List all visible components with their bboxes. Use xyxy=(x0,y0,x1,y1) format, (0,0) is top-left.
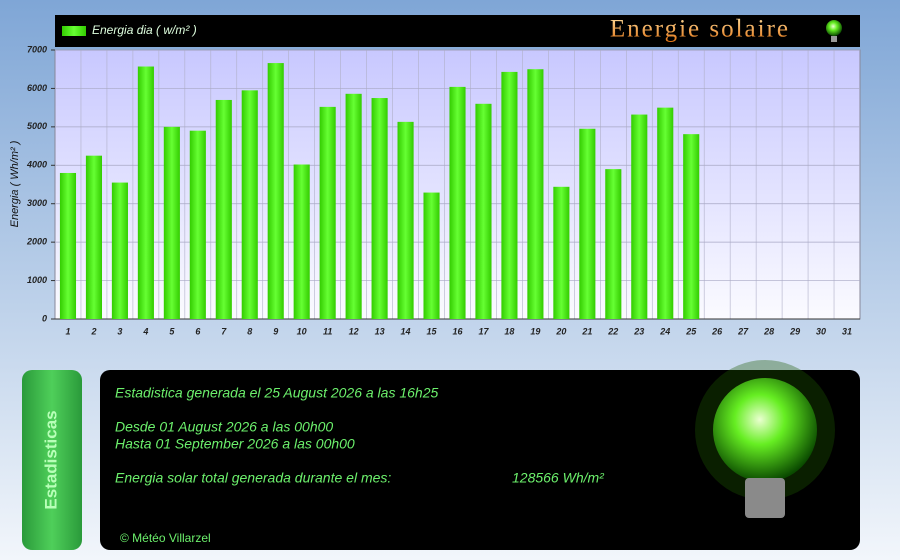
legend-label: Energia dia ( w/m² ) xyxy=(92,23,197,37)
bar xyxy=(423,192,440,319)
bar xyxy=(605,169,622,319)
x-tick-label: 14 xyxy=(401,326,411,336)
y-tick-label: 5000 xyxy=(27,121,47,131)
y-tick-label: 7000 xyxy=(27,44,47,54)
x-tick-label: 11 xyxy=(323,326,332,336)
x-tick-label: 19 xyxy=(530,326,540,336)
x-tick-label: 22 xyxy=(607,326,618,336)
bar xyxy=(241,90,258,319)
bar xyxy=(449,86,466,320)
x-tick-label: 31 xyxy=(842,326,852,336)
x-tick-label: 10 xyxy=(297,326,307,336)
bulb-base xyxy=(745,478,785,518)
bar xyxy=(85,155,103,319)
bar xyxy=(631,114,648,319)
y-axis-label: Energia ( Wh/m² ) xyxy=(9,140,21,227)
x-tick-label: 6 xyxy=(195,326,201,336)
bar xyxy=(371,98,388,320)
bar xyxy=(137,66,154,319)
x-tick-label: 27 xyxy=(737,326,749,336)
x-tick-label: 25 xyxy=(685,326,697,336)
x-tick-label: 21 xyxy=(581,326,592,336)
x-tick-label: 24 xyxy=(659,326,670,336)
x-tick-label: 16 xyxy=(452,326,463,336)
x-tick-label: 20 xyxy=(555,326,566,336)
stats-total-label: Energia solar total generada durante el … xyxy=(115,470,391,486)
bar xyxy=(683,134,700,319)
bar xyxy=(475,103,492,319)
bar xyxy=(319,106,336,319)
y-tick-label: 2000 xyxy=(26,237,47,247)
stats-tab[interactable] xyxy=(22,370,82,550)
x-tick-label: 4 xyxy=(142,326,148,336)
stats-generated: Estadistica generada el 25 August 2026 a… xyxy=(115,385,438,401)
bar xyxy=(59,172,77,319)
x-tick-label: 29 xyxy=(789,326,800,336)
x-tick-label: 5 xyxy=(169,326,175,336)
bulb xyxy=(713,378,817,482)
bar xyxy=(501,71,518,319)
bar xyxy=(267,63,284,319)
x-tick-label: 2 xyxy=(90,326,96,336)
x-tick-label: 17 xyxy=(478,326,489,336)
footer: © Météo Villarzel xyxy=(120,531,211,545)
x-tick-label: 3 xyxy=(117,326,122,336)
bar xyxy=(293,164,310,319)
title-icon xyxy=(826,20,842,36)
x-tick-label: 30 xyxy=(816,326,826,336)
bar xyxy=(579,128,596,319)
y-tick-label: 1000 xyxy=(27,275,47,285)
stats-tab-label: Estadisticas xyxy=(41,410,60,509)
y-tick-label: 4000 xyxy=(26,160,47,170)
y-tick-label: 0 xyxy=(42,313,47,323)
x-tick-label: 28 xyxy=(763,326,774,336)
x-tick-label: 13 xyxy=(375,326,385,336)
bar xyxy=(397,121,414,320)
x-tick-label: 8 xyxy=(247,326,252,336)
stats-total-value: 128566 Wh/m² xyxy=(512,470,605,486)
title-icon-base xyxy=(831,36,837,42)
x-tick-label: 15 xyxy=(427,326,438,336)
x-tick-label: 1 xyxy=(65,326,70,336)
chart-title: Energie solaire xyxy=(610,16,790,43)
x-tick-label: 23 xyxy=(633,326,644,336)
legend-swatch xyxy=(62,26,86,36)
bar xyxy=(189,130,206,319)
bar xyxy=(215,99,232,319)
stats-panel xyxy=(100,370,860,550)
x-tick-label: 18 xyxy=(504,326,514,336)
y-tick-label: 6000 xyxy=(27,83,47,93)
stats-to: Hasta 01 September 2026 a las 00h00 xyxy=(115,436,355,452)
x-tick-label: 9 xyxy=(273,326,278,336)
bar xyxy=(553,186,570,319)
bar xyxy=(111,182,128,319)
bar xyxy=(657,107,674,320)
bar xyxy=(163,126,180,319)
x-tick-label: 12 xyxy=(349,326,359,336)
stats-from: Desde 01 August 2026 a las 00h00 xyxy=(115,419,333,435)
x-tick-label: 7 xyxy=(221,326,227,336)
y-tick-label: 3000 xyxy=(27,198,47,208)
bar xyxy=(527,69,544,319)
header-bar xyxy=(55,15,860,47)
x-tick-label: 26 xyxy=(711,326,723,336)
bar xyxy=(345,93,362,320)
